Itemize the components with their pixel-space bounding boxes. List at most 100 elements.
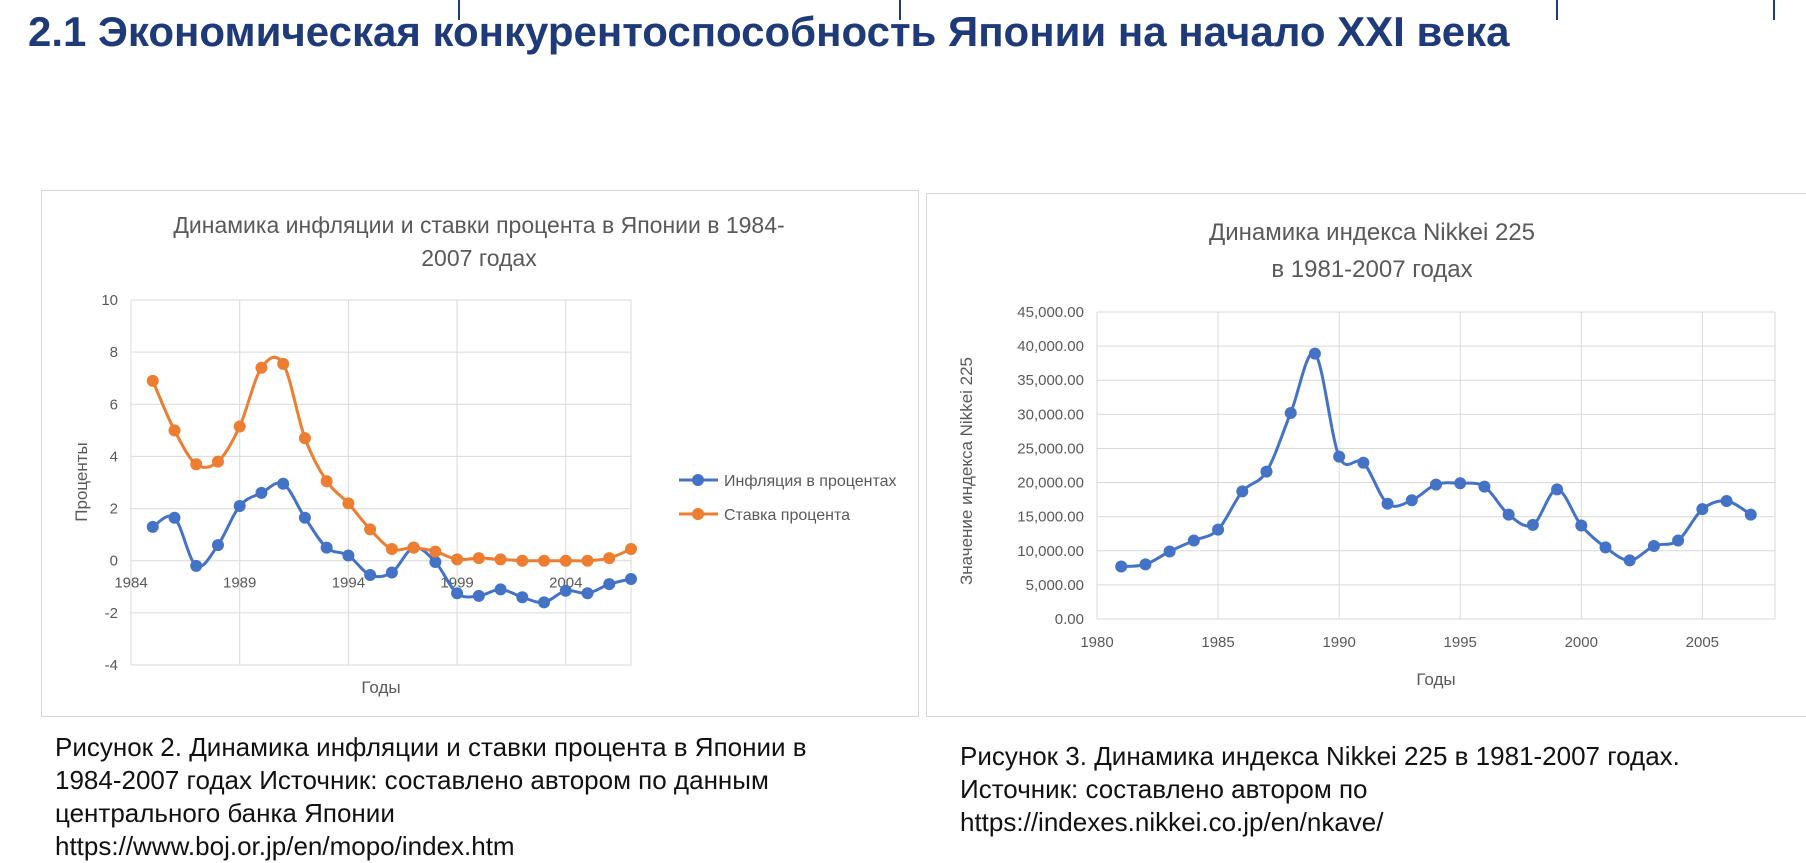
data-point (1696, 503, 1709, 516)
data-point (364, 569, 377, 582)
y-axis-title: Значение индекса Nikkei 225 (957, 357, 976, 585)
data-point (168, 511, 181, 524)
x-tick-label: 2000 (1565, 634, 1598, 651)
data-point (1381, 497, 1394, 510)
data-point (320, 541, 333, 554)
data-point (559, 584, 572, 597)
data-point (1115, 560, 1128, 573)
data-point (1139, 558, 1152, 571)
x-tick-label: 2004 (549, 575, 582, 592)
data-point (298, 432, 311, 445)
x-tick-label: 1984 (114, 575, 147, 592)
y-tick-label: 10,000.00 (1017, 543, 1084, 560)
series-line (151, 355, 632, 563)
data-point (385, 566, 398, 579)
data-point (1212, 523, 1225, 536)
data-point (625, 542, 637, 555)
data-point (1236, 485, 1249, 498)
data-point (1430, 478, 1442, 491)
x-tick-label: 1985 (1201, 634, 1234, 651)
data-point (516, 591, 529, 604)
data-point (342, 497, 355, 510)
data-point (277, 357, 290, 370)
caption-line: центрального банка Японии (55, 798, 395, 828)
x-tick-label: 1990 (1322, 634, 1355, 651)
y-tick-label: 45,000.00 (1017, 304, 1084, 321)
data-point (472, 589, 485, 602)
data-point (516, 554, 529, 567)
data-point (1187, 534, 1200, 547)
data-point (298, 511, 311, 524)
data-point (407, 541, 420, 554)
data-point (559, 554, 572, 567)
top-divider-2 (899, 0, 901, 20)
top-divider-3 (1556, 0, 1558, 20)
legend-label: Инфляция в процентах (724, 473, 897, 490)
data-point (1163, 545, 1176, 558)
data-point (190, 559, 203, 572)
data-point (429, 545, 442, 558)
data-point (1333, 450, 1346, 463)
top-divider-4 (1773, 0, 1775, 20)
y-tick-label: 2 (110, 501, 118, 518)
data-point (233, 499, 246, 512)
caption-line: Источник: составлено автором по (960, 774, 1368, 804)
nikkei-chart-svg: Динамика индекса Nikkei 225 в 1981-2007 г… (957, 219, 1776, 689)
data-point (364, 523, 377, 536)
data-point (494, 583, 507, 596)
caption-line: Рисунок 3. Динамика индекса Nikkei 225 в… (960, 741, 1680, 771)
x-tick-label: 1980 (1080, 634, 1113, 651)
data-point (190, 458, 203, 471)
y-tick-label: 15,000.00 (1017, 509, 1084, 526)
slide-title: 2.1 Экономическая конкурентоспособность … (28, 8, 1510, 55)
data-point (1357, 456, 1370, 469)
y-tick-label: 40,000.00 (1017, 338, 1084, 355)
y-tick-label: 20,000.00 (1017, 475, 1084, 492)
data-point (603, 552, 616, 565)
y-tick-label: 6 (110, 396, 118, 413)
y-tick-label: 8 (110, 344, 118, 361)
x-tick-label: 1994 (332, 575, 365, 592)
data-point (1647, 540, 1660, 553)
y-tick-label: 4 (110, 448, 118, 465)
y-axis-title: Проценты (72, 442, 91, 522)
y-tick-label: 35,000.00 (1017, 372, 1084, 389)
data-point (146, 374, 159, 387)
figure-2-caption: Рисунок 2. Динамика инфляции и ставки пр… (55, 731, 807, 863)
y-tick-label: 0.00 (1055, 611, 1084, 628)
data-point (1744, 508, 1757, 521)
data-point (1284, 406, 1297, 419)
data-point (581, 554, 594, 567)
caption-line: 1984-2007 годах Источник: составлено авт… (55, 765, 769, 795)
data-point (472, 552, 485, 565)
data-point (1260, 465, 1273, 478)
figure-3-caption: Рисунок 3. Динамика индекса Nikkei 225 в… (960, 740, 1680, 839)
data-point (211, 455, 224, 468)
data-point (1551, 483, 1564, 496)
caption-link[interactable]: https://www.boj.or.jp/en/mopo/index.htm (55, 831, 515, 861)
data-point (625, 572, 637, 585)
data-point (1672, 534, 1685, 547)
x-tick-label: 1995 (1444, 634, 1477, 651)
data-point (1454, 477, 1467, 490)
y-tick-label: 0 (110, 553, 118, 570)
nikkei-chart: Динамика индекса Nikkei 225 в 1981-2007 г… (926, 193, 1806, 717)
x-axis-title: Годы (1416, 670, 1455, 689)
data-point (538, 554, 551, 567)
data-point (1526, 518, 1539, 531)
y-tick-label: -2 (105, 605, 118, 622)
caption-link[interactable]: https://indexes.nikkei.co.jp/en/nkave/ (960, 807, 1384, 837)
legend-marker (692, 508, 704, 520)
data-point (255, 486, 268, 499)
data-point (233, 420, 246, 433)
legend-label: Ставка процента (724, 507, 850, 524)
inflation-rate-chart: Динамика инфляции и ставки процента в Яп… (41, 190, 919, 717)
y-tick-label: 5,000.00 (1026, 577, 1084, 594)
data-point (451, 587, 464, 600)
chart-title: в 1981-2007 годах (1271, 256, 1472, 283)
top-divider-1 (458, 0, 460, 20)
x-tick-label: 1989 (223, 575, 256, 592)
data-point (1623, 554, 1636, 567)
y-tick-label: 30,000.00 (1017, 406, 1084, 423)
y-tick-label: 25,000.00 (1017, 440, 1084, 457)
